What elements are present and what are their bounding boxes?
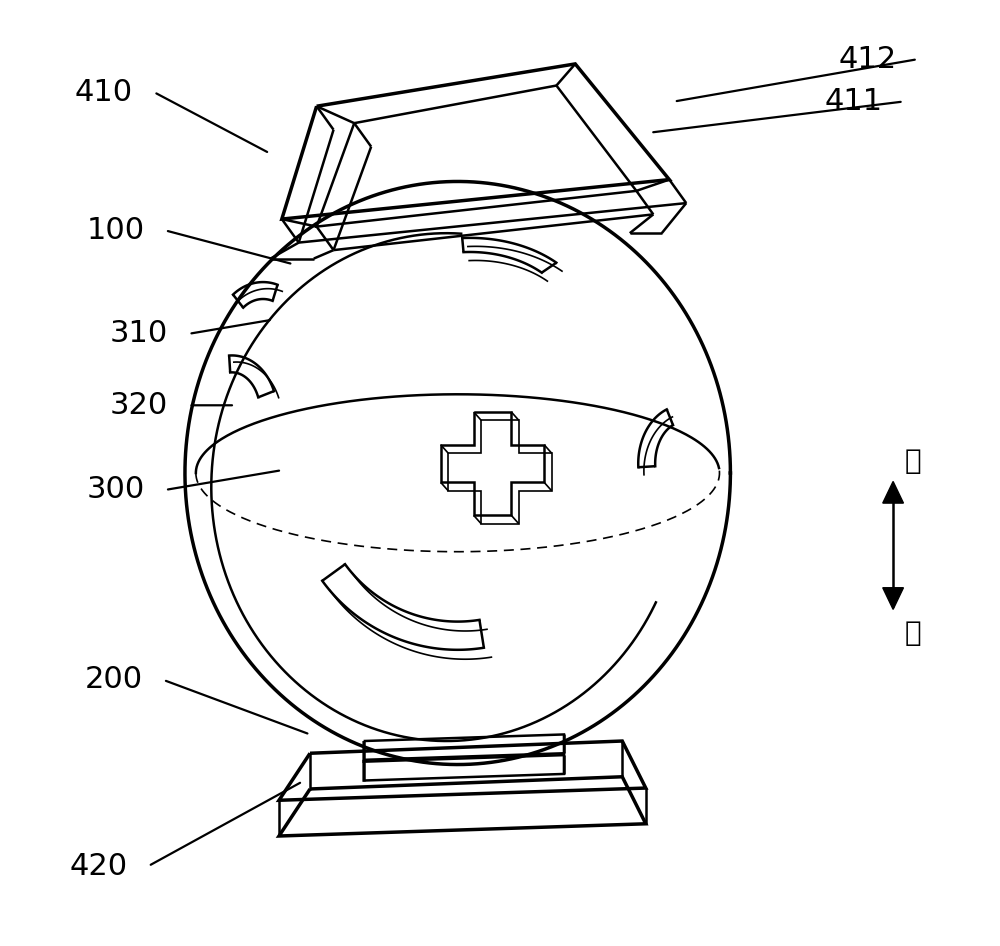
Text: 420: 420 [69, 851, 127, 881]
Text: 200: 200 [84, 665, 142, 694]
Text: 412: 412 [839, 44, 897, 74]
Polygon shape [883, 482, 903, 503]
Text: 411: 411 [824, 87, 883, 116]
Text: 下: 下 [904, 619, 921, 647]
Text: 100: 100 [86, 216, 144, 245]
Text: 310: 310 [110, 320, 168, 348]
Text: 410: 410 [75, 78, 133, 107]
Polygon shape [883, 587, 903, 609]
Text: 300: 300 [86, 476, 144, 504]
Text: 320: 320 [110, 391, 168, 420]
Text: 上: 上 [904, 447, 921, 475]
